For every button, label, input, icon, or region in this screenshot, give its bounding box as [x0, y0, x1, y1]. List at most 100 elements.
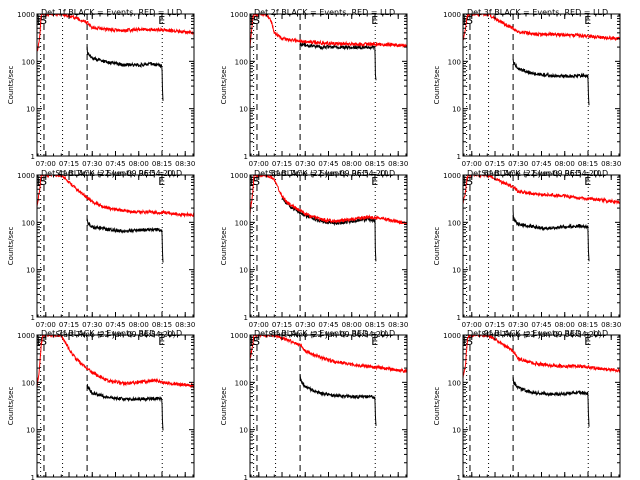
event-marker-2: S: [40, 335, 47, 348]
y-axis-label: Counts/sec: [433, 387, 441, 426]
y-tick-label: 10: [239, 267, 248, 275]
x-tick-label: 07:45: [318, 321, 338, 329]
event-marker-1: E: [463, 335, 470, 348]
x-axis-label: Start Time (22-Jun-09 06:54:20): [482, 169, 602, 178]
y-axis-label: Counts/sec: [220, 66, 228, 105]
series-black-line: [512, 377, 590, 427]
x-tick-label: 07:15: [59, 160, 79, 168]
y-tick-label: 1: [244, 474, 248, 480]
y-tick-label: 100: [235, 219, 248, 227]
event-marker-3: E: [584, 335, 591, 348]
y-tick-label: 1000: [443, 332, 461, 340]
x-tick-label: 07:45: [531, 160, 551, 168]
y-tick-label: 10: [26, 427, 35, 435]
series-red-line: [250, 14, 407, 49]
series-red-line: [463, 14, 620, 42]
x-tick-label: 08:15: [152, 160, 172, 168]
chart-title: Det 6f BLACK = Events, RED = LLD: [467, 169, 608, 178]
event-marker-3: E: [371, 335, 378, 348]
x-tick-label: 07:15: [485, 160, 505, 168]
x-tick-label: 07:30: [295, 160, 315, 168]
x-tick-label: 08:00: [129, 321, 149, 329]
y-axis-label: Counts/sec: [220, 387, 228, 426]
x-tick-label: 07:00: [462, 160, 482, 168]
chart-title: Det 3f BLACK = Events, RED = LLD: [467, 8, 608, 17]
x-tick-label: 07:30: [82, 321, 102, 329]
y-tick-label: 100: [235, 58, 248, 66]
x-tick-label: 07:30: [295, 321, 315, 329]
y-tick-label: 1000: [443, 172, 461, 180]
x-axis-label: Start Time (22-Jun-09 06:54:20): [56, 169, 176, 178]
y-tick-label: 1: [457, 153, 461, 161]
y-tick-label: 100: [235, 379, 248, 387]
x-tick-label: 08:30: [601, 321, 621, 329]
x-tick-label: 08:30: [388, 160, 408, 168]
event-marker-2: S: [253, 14, 260, 27]
x-tick-label: 07:00: [36, 321, 56, 329]
y-tick-label: 1: [31, 314, 35, 322]
event-marker-3: E: [158, 175, 165, 188]
y-tick-label: 1: [457, 474, 461, 480]
y-tick-label: 100: [448, 379, 461, 387]
y-tick-label: 100: [448, 58, 461, 66]
y-tick-label: 10: [239, 106, 248, 114]
x-tick-label: 08:30: [175, 160, 195, 168]
chart-title: Det 2f BLACK = Events, RED = LLD: [254, 8, 395, 17]
event-marker-2: S: [466, 175, 473, 188]
event-marker-2: S: [253, 335, 260, 348]
event-marker-2: S: [466, 335, 473, 348]
x-tick-label: 07:45: [105, 160, 125, 168]
y-tick-label: 10: [239, 427, 248, 435]
chart-title: Det 8f BLACK = Events, RED = LLD: [254, 329, 395, 338]
y-axis-label: Counts/sec: [7, 387, 15, 426]
series-red-line: [37, 175, 194, 218]
y-tick-label: 1: [244, 153, 248, 161]
y-tick-label: 1000: [230, 11, 248, 19]
x-tick-label: 07:30: [508, 160, 528, 168]
series-black-line: [86, 383, 164, 431]
x-axis-label: Start Time (22-Jun-09 06:54:20): [269, 169, 389, 178]
y-tick-label: 100: [448, 219, 461, 227]
y-tick-label: 10: [26, 267, 35, 275]
y-tick-label: 1000: [230, 332, 248, 340]
y-tick-label: 100: [22, 219, 35, 227]
event-marker-1: E: [37, 335, 44, 348]
chart-title: Det 5f BLACK = Events, RED = LLD: [254, 169, 395, 178]
x-tick-label: 07:30: [82, 160, 102, 168]
y-tick-label: 1000: [230, 172, 248, 180]
x-tick-label: 07:15: [59, 321, 79, 329]
event-marker-2: S: [40, 14, 47, 27]
y-tick-label: 1000: [17, 332, 35, 340]
x-tick-label: 07:15: [272, 160, 292, 168]
x-tick-label: 08:30: [175, 321, 195, 329]
y-axis-label: Counts/sec: [7, 227, 15, 266]
y-tick-label: 1000: [17, 172, 35, 180]
x-tick-label: 08:00: [342, 321, 362, 329]
x-tick-label: 07:15: [485, 321, 505, 329]
series-red-line: [37, 14, 194, 52]
x-tick-label: 07:00: [36, 160, 56, 168]
series-red-line: [463, 335, 620, 379]
x-tick-label: 08:15: [152, 321, 172, 329]
y-axis-label: Counts/sec: [7, 66, 15, 105]
event-marker-3: E: [371, 175, 378, 188]
event-marker-3: E: [584, 175, 591, 188]
event-marker-2: S: [253, 175, 260, 188]
series-red-line: [250, 335, 407, 374]
series-black-line: [299, 41, 377, 81]
y-tick-label: 1: [31, 153, 35, 161]
series-red-line: [37, 335, 194, 389]
series-red-line: [250, 175, 407, 225]
chart-title: Det 7f BLACK = Events, RED = LLD: [41, 329, 182, 338]
series-black-line: [299, 373, 377, 426]
x-tick-label: 08:15: [365, 160, 385, 168]
x-tick-label: 07:00: [462, 321, 482, 329]
x-tick-label: 07:45: [318, 160, 338, 168]
y-tick-label: 1000: [17, 11, 35, 19]
